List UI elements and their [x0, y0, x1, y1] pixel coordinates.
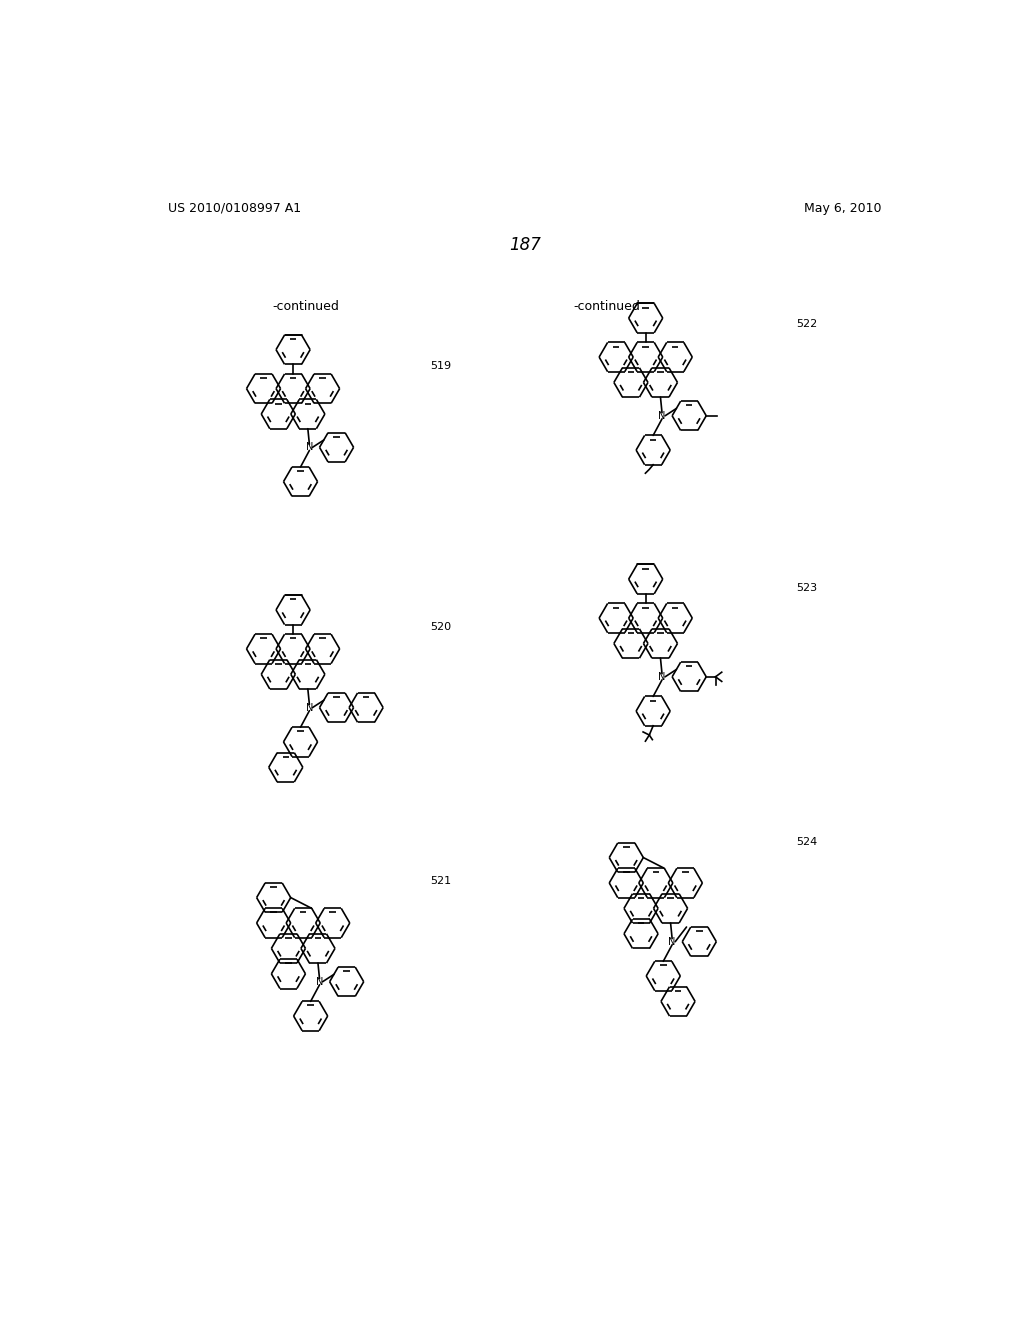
Text: N: N [658, 411, 666, 421]
Text: N: N [306, 702, 313, 713]
Text: 521: 521 [430, 875, 452, 886]
Text: N: N [658, 672, 666, 682]
Text: 520: 520 [430, 622, 452, 631]
Text: May 6, 2010: May 6, 2010 [804, 202, 882, 215]
Text: N: N [669, 937, 676, 946]
Text: -continued: -continued [573, 300, 640, 313]
Text: US 2010/0108997 A1: US 2010/0108997 A1 [168, 202, 301, 215]
Text: 187: 187 [509, 236, 541, 253]
Text: 522: 522 [796, 319, 817, 329]
Text: 519: 519 [430, 362, 452, 371]
Text: 524: 524 [796, 837, 817, 847]
Text: N: N [315, 977, 324, 987]
Text: 523: 523 [796, 583, 817, 593]
Text: -continued: -continued [272, 300, 340, 313]
Text: N: N [306, 442, 313, 453]
